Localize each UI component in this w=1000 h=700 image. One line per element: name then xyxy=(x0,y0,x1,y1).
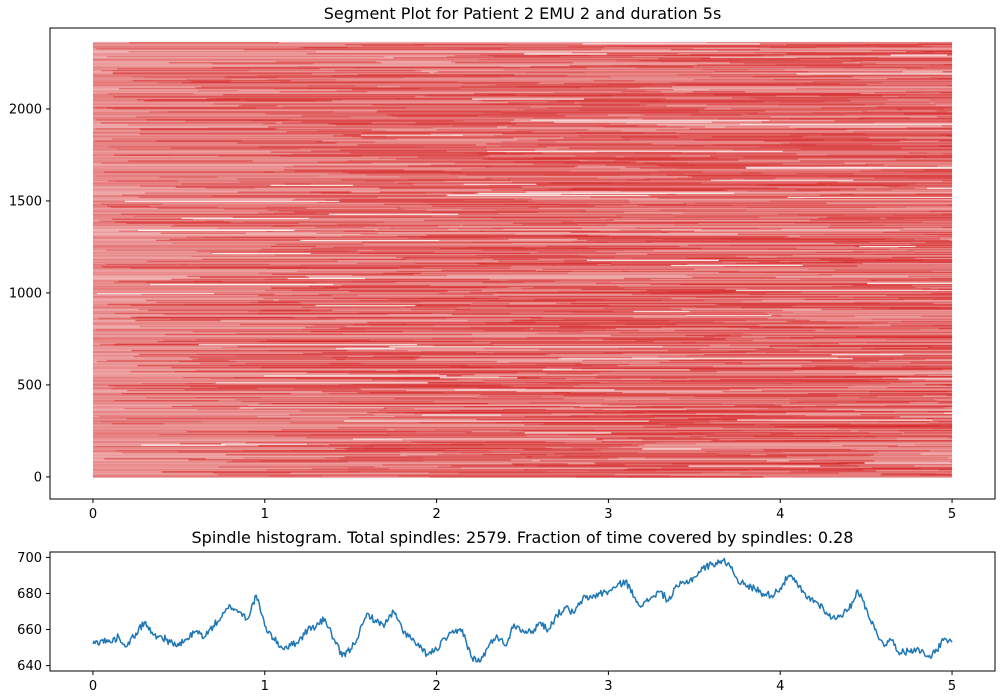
segment-plot-axes-frame xyxy=(49,27,996,500)
y-tick-label: 1000 xyxy=(9,286,42,301)
spindle-histogram-y-ticks: 640 660 680 700 xyxy=(17,551,50,674)
spindle-histogram-x-ticks: 0 1 2 3 4 5 xyxy=(89,671,956,694)
x-tick-label: 0 xyxy=(89,679,97,694)
y-tick-label: 660 xyxy=(17,623,42,638)
y-tick-label: 680 xyxy=(17,587,42,602)
spindle-histogram-panel: Spindle histogram. Total spindles: 2579.… xyxy=(17,528,996,694)
x-tick-label: 3 xyxy=(604,679,612,694)
x-tick-label: 5 xyxy=(948,679,956,694)
spindle-histogram-title: Spindle histogram. Total spindles: 2579.… xyxy=(192,528,854,547)
y-tick-label: 640 xyxy=(17,659,42,674)
segment-lines xyxy=(92,41,953,478)
y-tick-label: 1500 xyxy=(9,194,42,209)
x-tick-label: 4 xyxy=(776,679,784,694)
segment-plot-x-ticks: 0 1 2 3 4 5 xyxy=(89,499,956,522)
x-tick-label: 3 xyxy=(604,507,612,522)
x-tick-label: 1 xyxy=(261,679,269,694)
x-tick-label: 4 xyxy=(776,507,784,522)
segment-plot-title: Segment Plot for Patient 2 EMU 2 and dur… xyxy=(324,4,722,23)
spindle-histogram-line xyxy=(92,557,953,663)
y-tick-label: 700 xyxy=(17,551,42,566)
y-tick-label: 0 xyxy=(34,470,42,485)
x-tick-label: 5 xyxy=(948,507,956,522)
segment-plot-panel: Segment Plot for Patient 2 EMU 2 and dur… xyxy=(9,4,996,522)
y-tick-label: 2000 xyxy=(9,102,42,117)
x-tick-label: 1 xyxy=(261,507,269,522)
x-tick-label: 2 xyxy=(432,507,440,522)
x-tick-label: 0 xyxy=(89,507,97,522)
spindle-histogram-axes-frame xyxy=(49,551,996,672)
y-tick-label: 500 xyxy=(17,378,42,393)
segment-plot-y-ticks: 0 500 1000 1500 2000 xyxy=(9,102,50,485)
x-tick-label: 2 xyxy=(432,679,440,694)
